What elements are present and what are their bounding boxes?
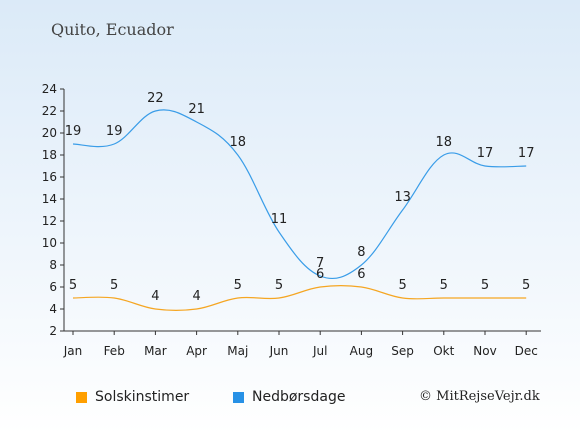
y-tick-label: 22 (42, 104, 57, 118)
x-tick-label: Okt (433, 344, 454, 358)
x-tick-label: Aug (350, 344, 373, 358)
x-tick-label: Nov (473, 344, 496, 358)
data-label-rain: 19 (106, 124, 123, 139)
x-tick-label: Jun (269, 344, 289, 358)
copyright-text: © MitRejseVejr.dk (419, 389, 540, 404)
data-label-rain: 17 (518, 146, 535, 161)
y-tick-label: 24 (42, 82, 57, 96)
legend-rain: Nedbørsdage (233, 389, 345, 405)
x-tick-label: Feb (104, 344, 125, 358)
data-label-sun: 5 (275, 278, 283, 293)
data-label-rain: 17 (477, 146, 494, 161)
x-tick-label: Apr (186, 344, 207, 358)
data-label-rain: 18 (230, 135, 247, 150)
chart-title: Quito, Ecuador (51, 20, 174, 39)
y-tick-label: 12 (42, 214, 57, 228)
data-label-sun: 5 (110, 278, 118, 293)
data-label-sun: 5 (440, 278, 448, 293)
x-tick-label: Mar (144, 344, 167, 358)
series-line-rain (72, 109, 527, 280)
y-tick-label: 18 (42, 148, 57, 162)
data-label-sun: 5 (69, 278, 77, 293)
y-tick-label: 10 (42, 236, 57, 250)
y-tick-label: 14 (42, 192, 57, 206)
data-label-rain: 21 (188, 102, 205, 117)
y-tick-label: 4 (49, 302, 57, 316)
data-label-rain: 18 (436, 135, 453, 150)
data-label-rain: 8 (357, 245, 365, 260)
data-label-sun: 6 (316, 267, 324, 282)
data-label-sun: 5 (398, 278, 406, 293)
legend-sun: Solskinstimer (76, 389, 189, 405)
data-label-sun: 4 (192, 289, 200, 304)
data-label-rain: 13 (394, 190, 411, 205)
legend-sun-label: Solskinstimer (95, 389, 190, 405)
data-label-rain: 22 (147, 91, 164, 106)
series-line-sun (72, 284, 527, 312)
data-label-sun: 5 (481, 278, 489, 293)
data-label-rain: 19 (65, 124, 82, 139)
x-tick-label: Sep (391, 344, 414, 358)
y-tick-label: 6 (49, 280, 57, 294)
legend-sun-swatch (76, 391, 87, 403)
x-tick-label: Jan (63, 344, 83, 358)
y-tick-label: 16 (42, 170, 57, 184)
data-label-rain: 7 (316, 256, 324, 271)
data-label-sun: 5 (522, 278, 530, 293)
legend-rain-swatch (233, 391, 244, 403)
x-tick-label: Maj (227, 344, 248, 358)
y-tick-label: 2 (49, 324, 57, 338)
y-tick-label: 20 (42, 126, 57, 140)
x-tick-label: Jul (312, 344, 327, 358)
data-label-sun: 4 (151, 289, 159, 304)
y-tick-label: 8 (49, 258, 57, 272)
data-label-sun: 5 (234, 278, 242, 293)
legend-rain-label: Nedbørsdage (252, 389, 346, 405)
data-label-rain: 11 (271, 212, 288, 227)
x-tick-label: Dec (515, 344, 538, 358)
data-label-sun: 6 (357, 267, 365, 282)
